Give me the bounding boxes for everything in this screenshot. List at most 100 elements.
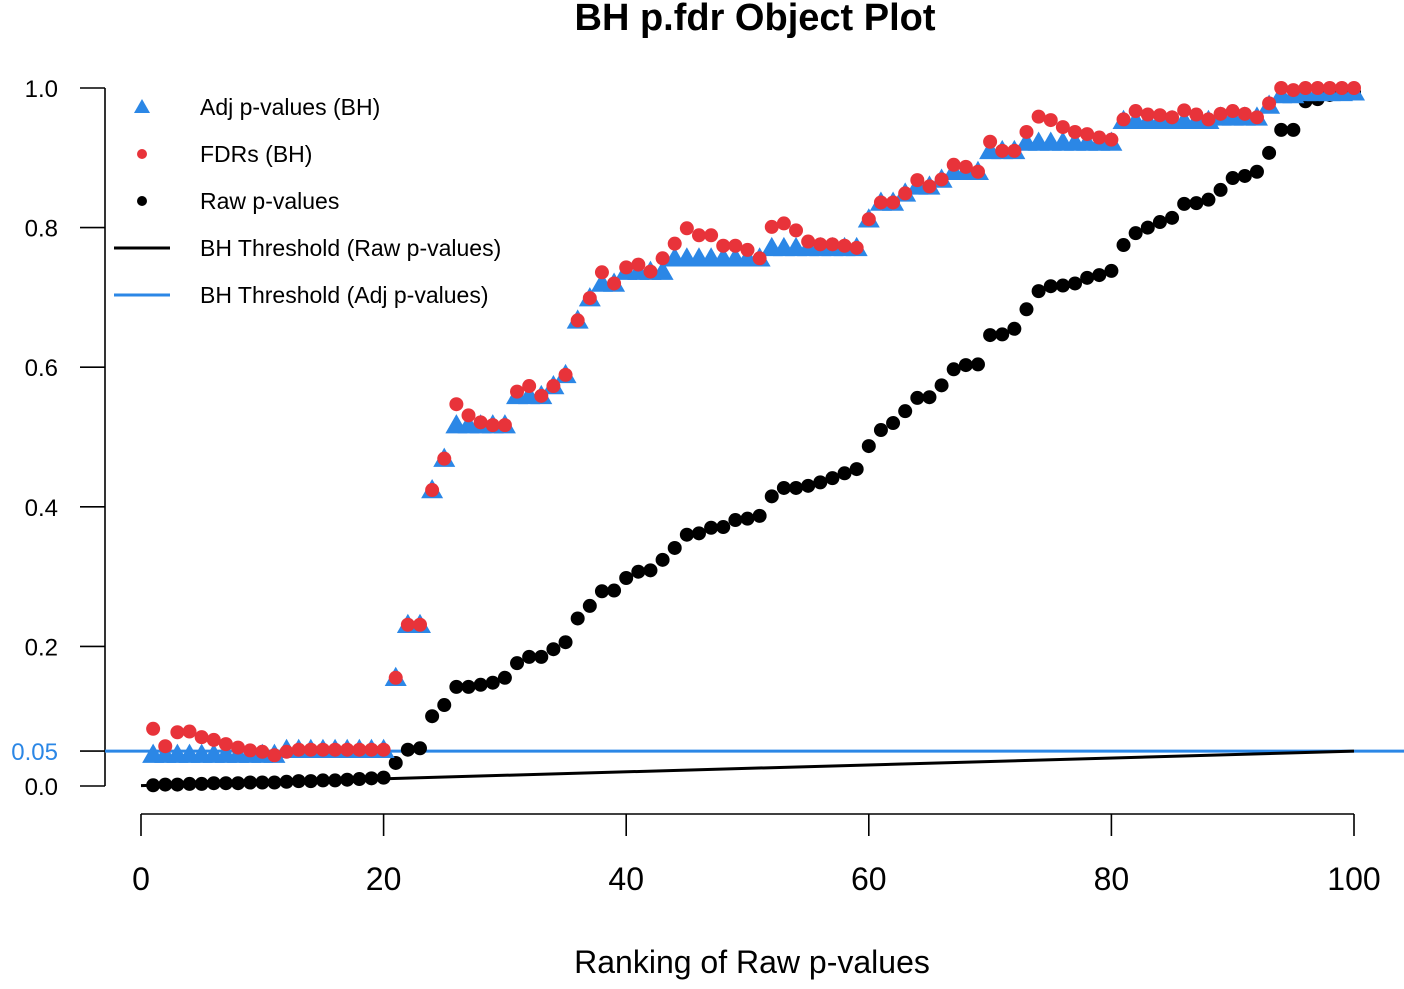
fdr-point (1165, 110, 1180, 125)
fdr-point (1177, 103, 1192, 118)
fdr-point (691, 228, 706, 243)
chart-title: BH p.fdr Object Plot (575, 0, 936, 39)
fdr-point (146, 721, 161, 736)
y-tick-label-threshold: 0.05 (11, 739, 58, 766)
fdr-point (1116, 112, 1131, 127)
fdr-point (801, 234, 816, 249)
raw-p-value-point (243, 775, 258, 790)
fdr-point (643, 264, 658, 279)
raw-p-value-point (849, 462, 864, 477)
fdr-point (376, 742, 391, 757)
fdr-point (218, 737, 233, 752)
adj-p-value-point (651, 260, 674, 280)
fdr-point (1249, 110, 1264, 125)
fdr-point (764, 219, 779, 234)
raw-p-value-point (449, 679, 464, 694)
fdr-point (243, 743, 258, 758)
legend-label: BH Threshold (Raw p-values) (200, 235, 501, 261)
legend-triangle-icon (134, 99, 150, 113)
raw-p-value-point (716, 520, 731, 535)
raw-p-value-point (1068, 276, 1083, 291)
legend-label: FDRs (BH) (200, 141, 312, 167)
fdr-point (789, 223, 804, 238)
raw-p-value-point (764, 489, 779, 504)
raw-p-value-point (1286, 122, 1301, 137)
fdr-point (388, 670, 403, 685)
fdr-point (1092, 130, 1107, 145)
y-tick-label: 0.8 (25, 216, 58, 243)
raw-p-value-point (1201, 192, 1216, 207)
raw-p-value-point (740, 511, 755, 526)
fdr-point (1019, 124, 1034, 139)
raw-p-value-point (873, 423, 888, 438)
raw-p-value-point (1152, 215, 1167, 230)
fdr-point (206, 732, 221, 747)
raw-p-value-point (1055, 278, 1070, 293)
fdr-point (231, 740, 246, 755)
raw-p-value-point (801, 478, 816, 493)
fdr-point (1334, 81, 1349, 95)
fdr-point (716, 238, 731, 253)
legend-label: Raw p-values (200, 188, 339, 214)
raw-p-value-point (655, 552, 670, 567)
raw-p-value-point (206, 776, 221, 791)
fdr-point (958, 159, 973, 174)
fdr-point (1310, 81, 1325, 95)
fdr-point (1213, 106, 1228, 121)
x-tick-label: 80 (1094, 861, 1130, 897)
raw-p-value-point (970, 357, 985, 372)
raw-p-value-point (813, 475, 828, 490)
fdr-point (1189, 107, 1204, 122)
fdr-point (1322, 81, 1337, 95)
fdr-point (619, 260, 634, 275)
fdr-point (449, 397, 464, 412)
fdr-point (898, 186, 913, 201)
raw-p-value-point (776, 480, 791, 495)
raw-p-value-point (1007, 321, 1022, 336)
fdr-point (1140, 107, 1155, 122)
raw-p-value-point (691, 526, 706, 541)
fdr-point (667, 236, 682, 251)
raw-p-value-point (303, 774, 318, 789)
x-tick-label: 100 (1327, 861, 1380, 897)
raw-p-value-point (546, 642, 561, 657)
fdr-point (886, 195, 901, 210)
raw-p-value-point (679, 527, 694, 542)
fdr-point (267, 748, 282, 763)
fdr-point (1055, 120, 1070, 135)
raw-p-value-point (582, 598, 597, 613)
fdr-point (485, 418, 500, 433)
fdr-point (740, 242, 755, 257)
fdr-point (340, 742, 355, 757)
fdr-point (837, 238, 852, 253)
fdr-point (728, 238, 743, 253)
raw-p-value-point (1274, 122, 1289, 137)
fdr-point (873, 195, 888, 210)
raw-p-value-point (291, 774, 306, 789)
fdr-point (631, 257, 646, 272)
fdr-point (946, 157, 961, 172)
fdr-point (776, 216, 791, 231)
raw-p-value-point (279, 774, 294, 789)
fdr-point (473, 415, 488, 430)
fdr-point (291, 742, 306, 757)
x-axis: 0 20 40 60 80 100 (132, 813, 1381, 897)
x-tick-label: 0 (132, 861, 150, 897)
raw-p-value-point (934, 378, 949, 393)
raw-p-value-point (352, 772, 367, 787)
raw-p-value-point (619, 570, 634, 585)
raw-p-value-point (1031, 284, 1046, 299)
fdr-point (558, 367, 573, 382)
raw-p-value-point (1213, 182, 1228, 197)
raw-p-value-point (485, 675, 500, 690)
raw-p-value-point (886, 416, 901, 431)
raw-p-value-point (995, 327, 1010, 342)
fdr-point (546, 379, 561, 394)
fdr-point (1043, 113, 1058, 128)
raw-p-value-point (1116, 238, 1131, 253)
raw-p-value-point (267, 775, 282, 790)
raw-p-value-point (231, 776, 246, 791)
raw-p-value-point (340, 772, 355, 787)
fdr-point (934, 172, 949, 187)
